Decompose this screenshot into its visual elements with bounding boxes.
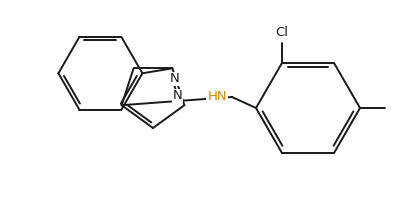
Text: HN: HN — [208, 89, 227, 102]
Text: N: N — [173, 89, 183, 102]
Text: Cl: Cl — [276, 26, 289, 39]
Text: N: N — [169, 72, 179, 85]
